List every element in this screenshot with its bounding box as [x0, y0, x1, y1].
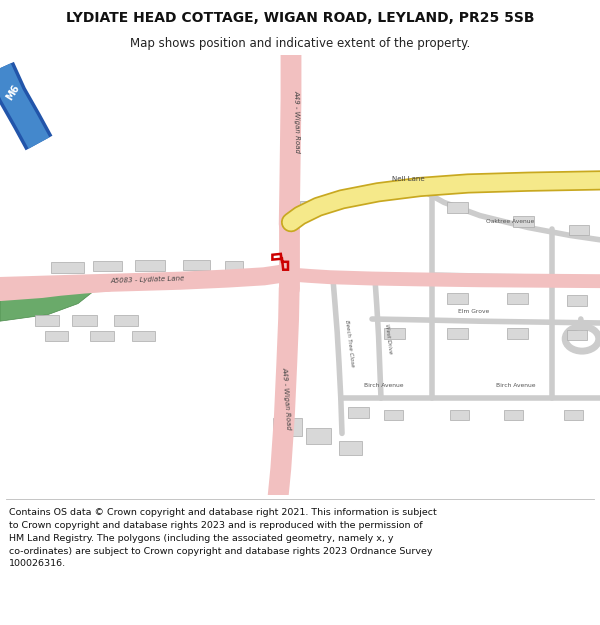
- Bar: [447, 328, 468, 339]
- Bar: [569, 225, 589, 236]
- Text: Birch Avenue: Birch Avenue: [364, 383, 404, 388]
- Bar: [507, 294, 528, 304]
- Bar: [447, 292, 468, 304]
- Text: A49 - Wigan Road: A49 - Wigan Road: [281, 367, 292, 430]
- Bar: [114, 316, 138, 326]
- Text: Elm Grove: Elm Grove: [458, 309, 490, 314]
- Text: LYDIATE HEAD COTTAGE, WIGAN ROAD, LEYLAND, PR25 5SB: LYDIATE HEAD COTTAGE, WIGAN ROAD, LEYLAN…: [66, 11, 534, 25]
- Bar: [339, 441, 362, 456]
- Bar: [90, 331, 114, 341]
- Bar: [567, 329, 587, 340]
- Bar: [507, 328, 528, 339]
- Polygon shape: [0, 278, 93, 321]
- Bar: [348, 407, 369, 418]
- Bar: [384, 410, 403, 420]
- Bar: [300, 201, 318, 213]
- Bar: [306, 428, 331, 444]
- Text: Map shows position and indicative extent of the property.: Map shows position and indicative extent…: [130, 36, 470, 49]
- Bar: [132, 331, 155, 341]
- Bar: [72, 316, 97, 326]
- Text: A49 - Wigan Road: A49 - Wigan Road: [293, 89, 301, 152]
- Bar: [567, 295, 587, 306]
- Bar: [564, 410, 583, 420]
- Bar: [513, 216, 534, 227]
- Bar: [450, 410, 469, 420]
- Bar: [183, 260, 210, 270]
- Text: Contains OS data © Crown copyright and database right 2021. This information is : Contains OS data © Crown copyright and d…: [9, 508, 437, 568]
- Text: M6: M6: [5, 82, 22, 102]
- Bar: [51, 262, 84, 272]
- Text: A5083 - Lydiate Lane: A5083 - Lydiate Lane: [110, 275, 184, 284]
- Text: Nell Lane: Nell Lane: [392, 176, 424, 182]
- Bar: [225, 261, 243, 270]
- Text: West Drive: West Drive: [385, 324, 393, 354]
- Bar: [273, 418, 302, 436]
- Text: Birch Avenue: Birch Avenue: [496, 383, 536, 388]
- Bar: [45, 331, 68, 341]
- Bar: [93, 261, 122, 271]
- Bar: [504, 410, 523, 420]
- Bar: [35, 316, 59, 326]
- Text: Oaktree Avenue: Oaktree Avenue: [486, 219, 534, 224]
- Text: Beech Tree Close: Beech Tree Close: [344, 319, 355, 367]
- Bar: [447, 202, 468, 213]
- Bar: [135, 261, 165, 271]
- Bar: [384, 328, 405, 339]
